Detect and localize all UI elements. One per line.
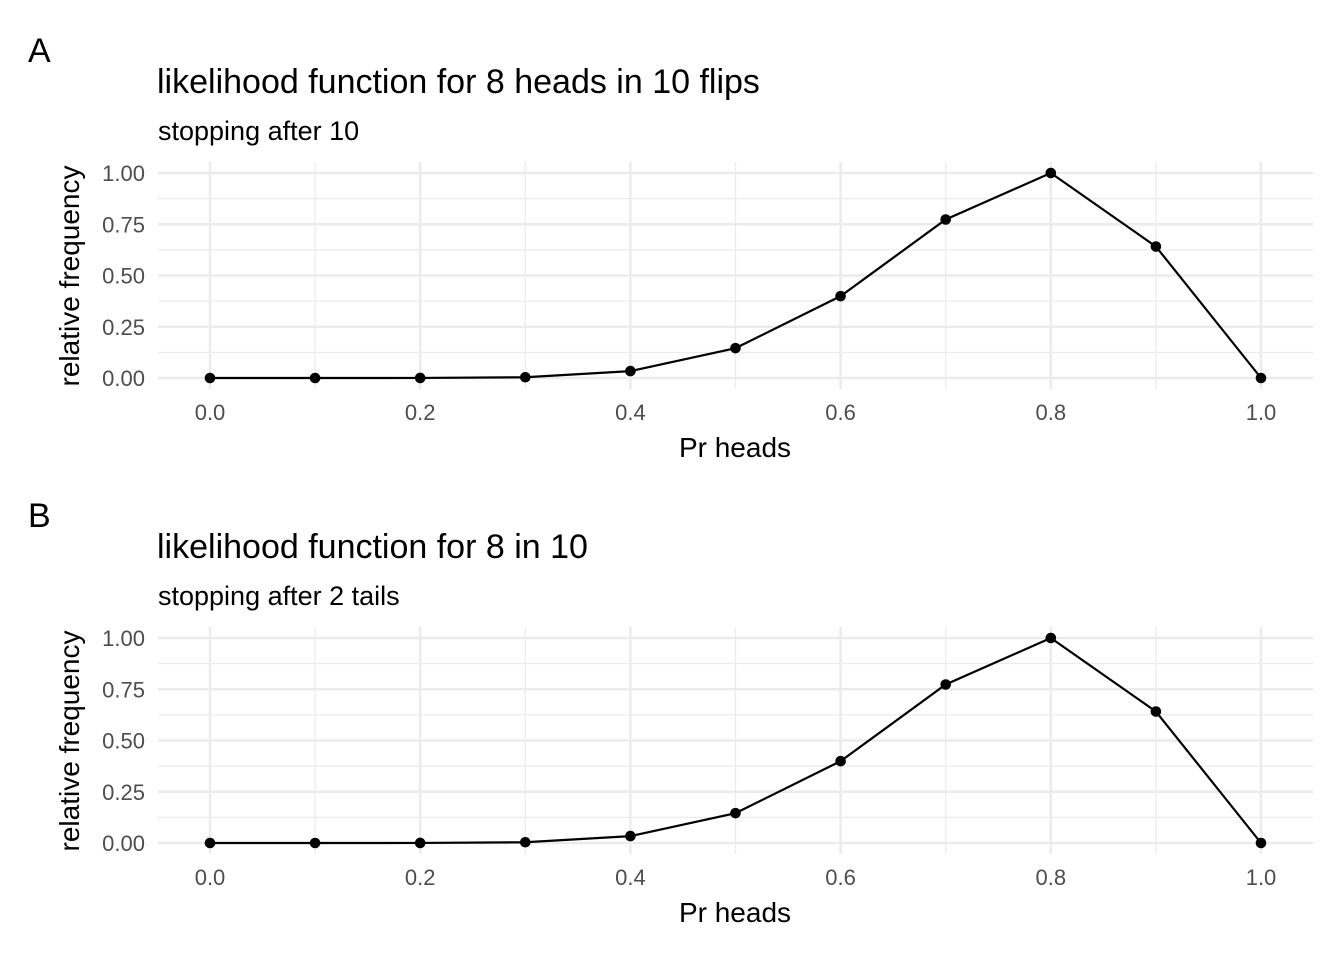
x-tick-labels-a: 0.0 0.2 0.4 0.6 0.8 1.0 xyxy=(195,400,1277,425)
data-point-a xyxy=(835,290,846,302)
data-point-b xyxy=(414,837,426,849)
data-point-b xyxy=(1255,837,1267,849)
data-point-a xyxy=(730,342,741,354)
data-point-a xyxy=(940,214,951,225)
data-point-a xyxy=(520,371,531,383)
data-point-b xyxy=(730,807,741,819)
grid-a xyxy=(158,162,1313,389)
data-point-a xyxy=(414,372,426,384)
y-tick-label-a: 0.25 xyxy=(102,315,145,340)
y-tick-label-a: 1.00 xyxy=(102,161,145,186)
data-point-a xyxy=(1150,241,1162,252)
y-tick-label-b: 1.00 xyxy=(102,626,145,651)
grid-b xyxy=(158,627,1313,854)
x-axis-label-b: Pr heads xyxy=(679,897,791,928)
y-axis-label-b: relative frequency xyxy=(54,630,85,851)
x-tick-label-b: 0.8 xyxy=(1036,865,1067,890)
y-tick-label-a: 0.75 xyxy=(102,212,145,237)
series-b xyxy=(204,632,1267,849)
data-point-a xyxy=(309,372,321,384)
panel-b: B likelihood function for 8 in 10 stoppi… xyxy=(28,497,1313,928)
x-tick-label-b: 0.0 xyxy=(195,865,226,890)
y-tick-label-b: 0.25 xyxy=(102,780,145,805)
y-tick-label-a: 0.00 xyxy=(102,366,145,391)
x-axis-label-a: Pr heads xyxy=(679,432,791,463)
x-tick-label-a: 0.0 xyxy=(195,400,226,425)
data-point-b xyxy=(940,679,951,690)
data-point-b xyxy=(835,755,846,767)
data-point-b xyxy=(1150,706,1162,717)
data-point-b xyxy=(204,837,216,849)
x-tick-label-b: 0.4 xyxy=(615,865,646,890)
x-tick-label-a: 0.6 xyxy=(825,400,856,425)
chart-title-a: likelihood function for 8 heads in 10 fl… xyxy=(157,63,760,101)
data-point-a xyxy=(204,372,216,384)
data-point-a xyxy=(1255,372,1267,384)
panel-label-b: B xyxy=(28,497,51,535)
y-tick-label-b: 0.00 xyxy=(102,831,145,856)
y-tick-labels-a: 0.00 0.25 0.50 0.75 1.00 xyxy=(102,161,145,391)
x-tick-label-b: 0.6 xyxy=(825,865,856,890)
x-tick-label-b: 1.0 xyxy=(1246,865,1277,890)
chart-title-b: likelihood function for 8 in 10 xyxy=(157,528,588,566)
data-point-b xyxy=(1045,632,1057,644)
panel-a: A likelihood function for 8 heads in 10 … xyxy=(28,32,1313,463)
x-tick-label-b: 0.2 xyxy=(405,865,436,890)
data-point-b xyxy=(625,830,636,842)
chart-subtitle-b: stopping after 2 tails xyxy=(158,581,400,611)
y-axis-label-a: relative frequency xyxy=(54,165,85,386)
data-point-a xyxy=(1045,167,1057,179)
x-tick-label-a: 0.8 xyxy=(1036,400,1067,425)
y-tick-labels-b: 0.00 0.25 0.50 0.75 1.00 xyxy=(102,626,145,856)
y-tick-label-b: 0.50 xyxy=(102,729,145,754)
data-point-b xyxy=(520,836,531,848)
panel-label-a: A xyxy=(28,32,51,70)
y-tick-label-a: 0.50 xyxy=(102,264,145,289)
x-tick-label-a: 0.4 xyxy=(615,400,646,425)
x-tick-labels-b: 0.0 0.2 0.4 0.6 0.8 1.0 xyxy=(195,865,1277,890)
y-tick-label-b: 0.75 xyxy=(102,677,145,702)
data-point-a xyxy=(625,365,636,377)
series-a xyxy=(204,167,1267,384)
x-tick-label-a: 0.2 xyxy=(405,400,436,425)
x-tick-label-a: 1.0 xyxy=(1246,400,1277,425)
chart-subtitle-a: stopping after 10 xyxy=(158,116,359,146)
data-point-b xyxy=(309,837,321,849)
